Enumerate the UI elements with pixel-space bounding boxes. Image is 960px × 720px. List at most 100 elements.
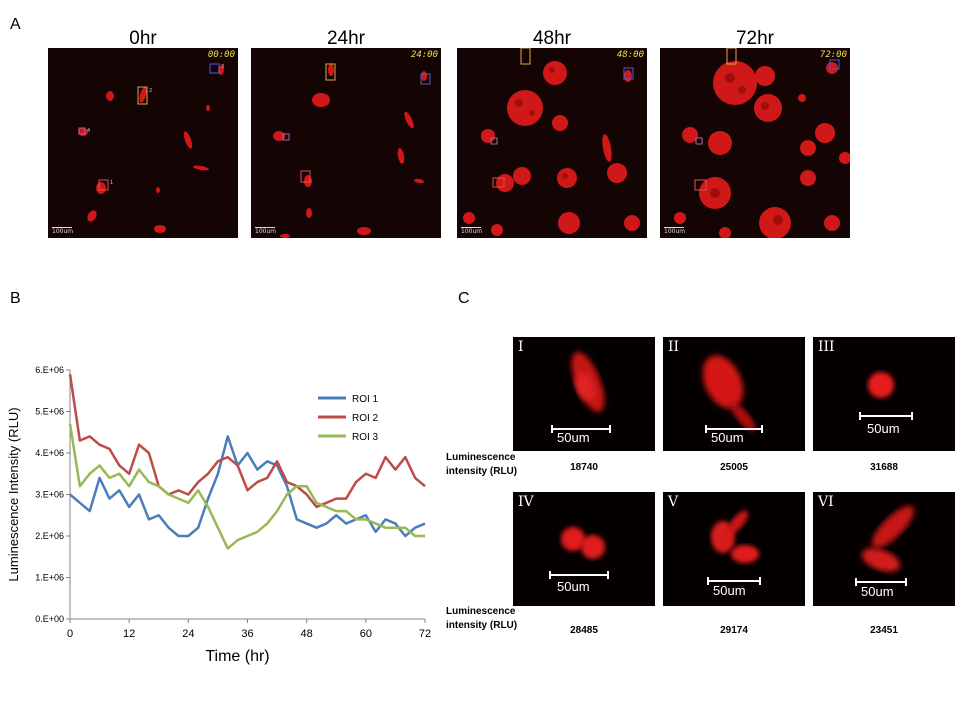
cell-roman-label: II bbox=[668, 339, 680, 355]
lum-label-line1: Luminescence bbox=[446, 606, 516, 617]
cell-shape bbox=[702, 355, 756, 432]
y-tick-label: 3.E+06 bbox=[35, 490, 64, 500]
y-tick-label: 2.E+06 bbox=[35, 531, 64, 541]
cell-shape bbox=[868, 372, 894, 398]
cell-roman-label: IV bbox=[518, 494, 534, 510]
scale-bar-label: 50um bbox=[861, 584, 894, 599]
luminescence-line-chart: 0.E+00 1.E+06 2.E+06 3.E+06 4.E+06 5.E+06 6.E+… bbox=[6, 365, 431, 665]
scalebar-label: 100um bbox=[461, 228, 483, 235]
x-tick-label: 36 bbox=[241, 628, 253, 640]
roi-number-4: 4 bbox=[87, 128, 90, 134]
x-tick-label: 0 bbox=[67, 628, 73, 640]
cell-image-II: II 50um bbox=[663, 337, 805, 451]
micrograph-48hr: 48:00 100um bbox=[457, 48, 647, 238]
y-tick-label: 1.E+06 bbox=[35, 573, 64, 583]
cell-shape bbox=[711, 510, 759, 563]
lum-value-VI: 23451 bbox=[870, 625, 898, 636]
cell-image-VI: VI 50um bbox=[813, 492, 955, 606]
cells-24hr bbox=[273, 63, 431, 238]
roi-number-2: 2 bbox=[149, 88, 152, 94]
x-tick-label: 24 bbox=[182, 628, 194, 640]
series-line-roi-3 bbox=[68, 423, 425, 550]
series-line-roi-1 bbox=[69, 435, 426, 538]
y-tick-label: 4.E+06 bbox=[35, 448, 64, 458]
cell-shape bbox=[571, 351, 605, 413]
timestamp-72hr: 72:00 bbox=[819, 50, 847, 60]
frame-0-label: 0hr bbox=[129, 28, 157, 49]
panel-c-letter: C bbox=[458, 290, 470, 307]
scalebar-48hr: 100um bbox=[461, 227, 482, 235]
timestamp-24hr: 24:00 bbox=[410, 50, 438, 60]
lum-label-line2: intensity (RLU) bbox=[446, 620, 518, 631]
scale-bar bbox=[859, 412, 913, 420]
cells-48hr bbox=[463, 48, 640, 236]
cell-image-I: I 50um bbox=[513, 337, 655, 451]
scalebar-label: 100um bbox=[255, 228, 277, 235]
legend-label: ROI 3 bbox=[352, 432, 379, 443]
lum-value-I: 18740 bbox=[570, 462, 598, 473]
y-axis-label: Luminescence Intensity (RLU) bbox=[6, 407, 21, 581]
lum-value-II: 25005 bbox=[720, 462, 748, 473]
scale-bar bbox=[705, 425, 763, 433]
cell-shape bbox=[561, 527, 605, 559]
x-axis-ticks: 0 12 24 36 48 60 72 bbox=[67, 619, 431, 640]
x-tick-label: 72 bbox=[419, 628, 431, 640]
lum-label-line2: intensity (RLU) bbox=[446, 466, 518, 477]
cells-0hr: 1 2 3 4 bbox=[78, 63, 224, 233]
cell-image-III: III 50um bbox=[813, 337, 955, 451]
micrograph-0hr: 1 2 3 4 00:00 100um bbox=[48, 48, 238, 238]
y-tick-label: 6.E+06 bbox=[35, 365, 64, 375]
legend-label: ROI 2 bbox=[352, 413, 379, 424]
scale-bar bbox=[707, 577, 761, 585]
y-axis-ticks: 0.E+00 1.E+06 2.E+06 3.E+06 4.E+06 5.E+06 6.E+… bbox=[35, 365, 70, 624]
legend: ROI 1 ROI 2 ROI 3 bbox=[318, 394, 379, 443]
y-tick-label: 0.E+00 bbox=[35, 614, 64, 624]
scalebar-0hr: 100um bbox=[52, 227, 73, 235]
frame-72-label: 72hr bbox=[735, 28, 775, 49]
micrograph-24hr: 24:00 100um bbox=[251, 48, 441, 238]
scale-bar bbox=[549, 571, 609, 579]
scale-bar-label: 50um bbox=[867, 421, 900, 436]
cell-roman-label: VI bbox=[818, 494, 834, 510]
roi-number-1: 1 bbox=[110, 180, 113, 186]
scalebar-label: 100um bbox=[52, 228, 74, 235]
cell-roman-label: III bbox=[818, 339, 835, 355]
roi-number-3: 3 bbox=[221, 64, 224, 70]
cells-72hr bbox=[674, 48, 850, 238]
scale-bar-label: 50um bbox=[713, 583, 746, 598]
frame-48-label: 48hr bbox=[532, 28, 572, 49]
scale-bar-label: 50um bbox=[711, 430, 744, 445]
legend-label: ROI 1 bbox=[352, 394, 379, 405]
frame-24-label: 24hr bbox=[326, 28, 366, 49]
scale-bar-label: 50um bbox=[557, 430, 590, 445]
lum-value-V: 29174 bbox=[720, 625, 748, 636]
x-tick-label: 48 bbox=[301, 628, 313, 640]
lum-value-III: 31688 bbox=[870, 462, 898, 473]
cell-roman-label: I bbox=[518, 339, 524, 355]
y-tick-label: 5.E+06 bbox=[35, 407, 64, 417]
luminescence-label-row2: Luminescence intensity (RLU) bbox=[446, 605, 517, 633]
timestamp-0hr: 00:00 bbox=[207, 50, 235, 60]
scalebar-72hr: 100um bbox=[664, 227, 685, 235]
cell-image-IV: IV 50um bbox=[513, 492, 655, 606]
x-tick-label: 60 bbox=[360, 628, 372, 640]
scale-bar bbox=[551, 425, 611, 433]
scalebar-24hr: 100um bbox=[255, 227, 276, 235]
micrograph-72hr: 72:00 100um bbox=[660, 48, 850, 238]
panel-b-letter: B bbox=[10, 290, 21, 307]
luminescence-label-row1: Luminescence intensity (RLU) bbox=[446, 451, 517, 479]
x-axis-label: Time (hr) bbox=[205, 648, 269, 665]
scalebar-label: 100um bbox=[664, 228, 686, 235]
cell-shape bbox=[861, 505, 915, 572]
x-tick-label: 12 bbox=[123, 628, 135, 640]
lum-value-IV: 28485 bbox=[570, 625, 598, 636]
cell-roman-label: V bbox=[668, 494, 679, 510]
cell-image-V: V 50um bbox=[663, 492, 805, 606]
series-line-roi-2 bbox=[68, 373, 426, 509]
panel-a-letter: A bbox=[10, 16, 21, 33]
timestamp-48hr: 48:00 bbox=[616, 50, 644, 60]
scale-bar-label: 50um bbox=[557, 579, 590, 594]
lum-label-line1: Luminescence bbox=[446, 452, 516, 463]
scale-bar bbox=[855, 578, 907, 586]
series-lines bbox=[68, 373, 426, 550]
